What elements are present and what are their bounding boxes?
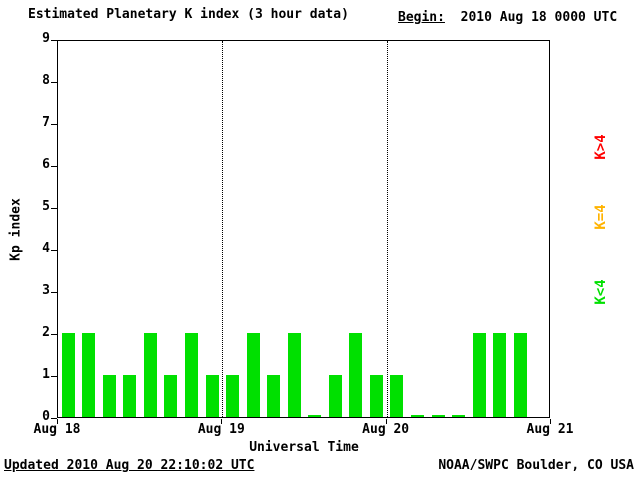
chart-title: Estimated Planetary K index (3 hour data… bbox=[28, 7, 349, 22]
legend-item: K>4 bbox=[593, 134, 609, 160]
x-tick-label: Aug 20 bbox=[362, 422, 410, 437]
y-tick-mark bbox=[51, 292, 57, 293]
y-tick-label: 4 bbox=[42, 241, 50, 256]
kp-bar bbox=[390, 375, 404, 417]
begin-datetime: 2010 Aug 18 0000 UTC bbox=[460, 10, 618, 25]
kp-bar bbox=[493, 333, 507, 417]
y-tick-mark bbox=[51, 166, 57, 167]
kp-bar bbox=[513, 333, 527, 417]
kp-bar bbox=[246, 333, 260, 417]
kp-bar bbox=[123, 375, 137, 417]
y-tick-label: 2 bbox=[42, 325, 50, 340]
kp-bar bbox=[82, 333, 96, 417]
begin-label: Begin: bbox=[398, 10, 445, 25]
begin-value bbox=[453, 10, 461, 25]
x-tick-label: Aug 21 bbox=[526, 422, 574, 437]
begin-timestamp: Begin: 2010 Aug 18 0000 UTC bbox=[398, 10, 617, 25]
y-tick-label: 0 bbox=[42, 409, 50, 424]
legend-item: K<4 bbox=[593, 279, 609, 305]
kp-bar bbox=[287, 333, 301, 417]
kp-bar bbox=[328, 375, 342, 417]
y-tick-mark bbox=[51, 334, 57, 335]
plot-area bbox=[57, 40, 550, 418]
kp-bar bbox=[185, 333, 199, 417]
kp-bar bbox=[410, 415, 424, 417]
y-tick-mark bbox=[51, 376, 57, 377]
source-credit: NOAA/SWPC Boulder, CO USA bbox=[438, 458, 634, 473]
kp-bar bbox=[226, 375, 240, 417]
y-tick-label: 1 bbox=[42, 367, 50, 382]
kp-bar bbox=[472, 333, 486, 417]
kp-bar bbox=[267, 375, 281, 417]
x-tick-label: Aug 18 bbox=[33, 422, 81, 437]
y-tick-label: 7 bbox=[42, 115, 50, 130]
y-tick-mark bbox=[51, 250, 57, 251]
kp-bar bbox=[308, 415, 322, 417]
x-axis-title: Universal Time bbox=[249, 440, 359, 455]
x-tick-label: Aug 19 bbox=[197, 422, 245, 437]
x-tick-mark bbox=[221, 419, 223, 424]
kp-bar bbox=[205, 375, 219, 417]
kp-bar bbox=[143, 333, 157, 417]
y-tick-label: 6 bbox=[42, 157, 50, 172]
y-axis-title: Kp index bbox=[8, 198, 24, 261]
kp-bar bbox=[369, 375, 383, 417]
kp-bar bbox=[431, 415, 445, 417]
updated-timestamp: Updated 2010 Aug 20 22:10:02 UTC bbox=[4, 458, 255, 473]
y-tick-mark bbox=[51, 82, 57, 83]
y-tick-mark bbox=[51, 124, 57, 125]
y-tick-mark bbox=[51, 40, 57, 41]
day-boundary-gridline bbox=[386, 41, 388, 417]
kp-bar bbox=[349, 333, 363, 417]
kp-bar bbox=[102, 375, 116, 417]
day-boundary-gridline bbox=[222, 41, 224, 417]
kp-bar bbox=[61, 333, 75, 417]
y-tick-label: 3 bbox=[42, 283, 50, 298]
kp-bar bbox=[164, 375, 178, 417]
y-tick-label: 5 bbox=[42, 199, 50, 214]
kp-bar bbox=[452, 415, 466, 417]
y-tick-label: 9 bbox=[42, 31, 50, 46]
y-tick-mark bbox=[51, 208, 57, 209]
x-tick-mark bbox=[385, 419, 387, 424]
legend-item: K=4 bbox=[593, 204, 609, 230]
y-tick-mark bbox=[51, 418, 57, 419]
y-tick-label: 8 bbox=[42, 73, 50, 88]
x-tick-mark bbox=[57, 419, 58, 424]
x-tick-mark bbox=[550, 419, 551, 424]
